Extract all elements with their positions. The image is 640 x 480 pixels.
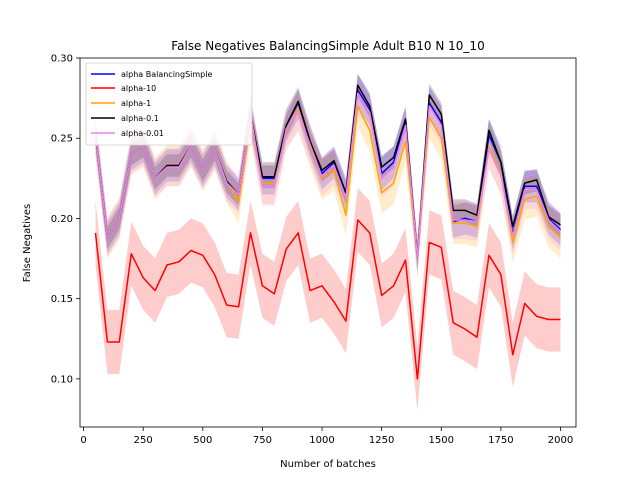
y-axis-label: False Negatives bbox=[22, 204, 33, 282]
x-tick-label: 1000 bbox=[309, 435, 334, 446]
legend-label-alpha-10: alpha-10 bbox=[121, 84, 156, 93]
y-tick-label: 0.25 bbox=[51, 134, 73, 145]
legend-label-alpha-0-01: alpha-0.01 bbox=[121, 129, 164, 138]
x-tick-label: 1250 bbox=[369, 435, 394, 446]
legend: alpha BalancingSimple alpha-10 alpha-1 a… bbox=[86, 63, 252, 145]
y-tick-label: 0.20 bbox=[51, 214, 73, 225]
y-tick-label: 0.30 bbox=[51, 54, 73, 65]
x-tick-label: 0 bbox=[80, 435, 86, 446]
x-tick-label: 500 bbox=[193, 435, 212, 446]
legend-label-alpha-balancingsimple: alpha BalancingSimple bbox=[121, 70, 212, 79]
chart-title: False Negatives BalancingSimple Adult B1… bbox=[171, 39, 484, 53]
y-tick-label: 0.10 bbox=[51, 374, 73, 385]
x-tick-label: 1500 bbox=[429, 435, 454, 446]
x-tick-label: 250 bbox=[134, 435, 153, 446]
x-tick-label: 750 bbox=[253, 435, 272, 446]
x-axis-label: Number of batches bbox=[280, 459, 376, 470]
legend-label-alpha-1: alpha-1 bbox=[121, 99, 151, 108]
y-tick-label: 0.15 bbox=[51, 294, 73, 305]
legend-label-alpha-0-1: alpha-0.1 bbox=[121, 114, 159, 123]
x-tick-label: 1750 bbox=[488, 435, 513, 446]
x-tick-label: 2000 bbox=[548, 435, 573, 446]
